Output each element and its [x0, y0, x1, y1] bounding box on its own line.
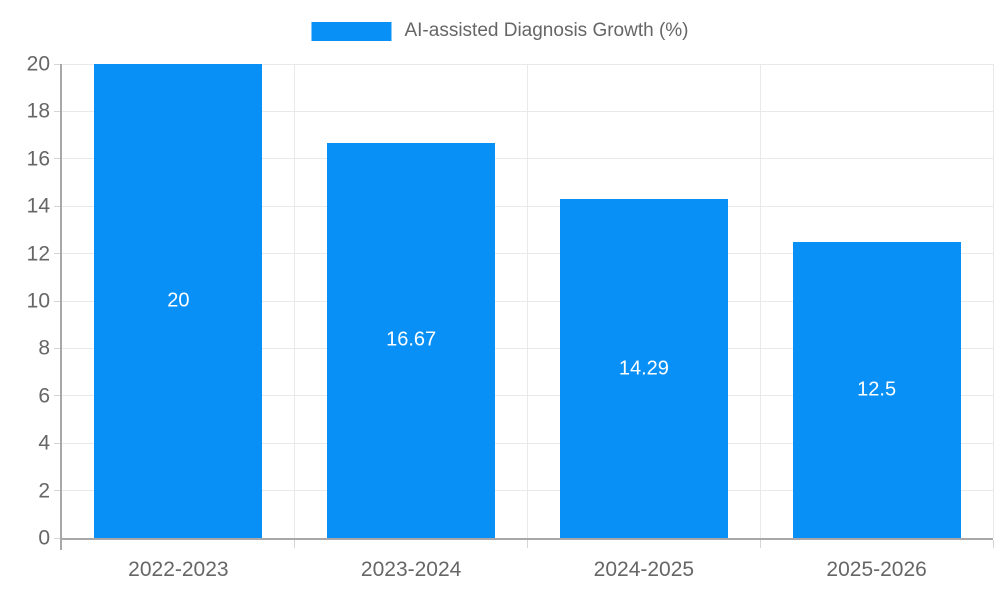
x-gridline [527, 64, 528, 538]
y-tick-label: 0 [38, 526, 50, 550]
y-axis-extension [60, 540, 62, 550]
x-tick-label: 2024-2025 [593, 558, 695, 581]
y-tick-label: 2 [38, 479, 50, 503]
x-tick [294, 540, 296, 548]
y-tick [54, 537, 60, 539]
y-tick-label: 6 [38, 384, 50, 408]
y-tick-label: 20 [26, 52, 50, 76]
y-tick [54, 158, 60, 160]
x-tick-label: 2025-2026 [826, 558, 927, 581]
y-tick-label: 12 [26, 242, 50, 266]
x-tick [759, 540, 761, 548]
legend-swatch [311, 21, 392, 41]
x-tick-label: 2022-2023 [128, 558, 229, 581]
bar-value-label: 12.5 [857, 378, 897, 401]
y-tick-label: 14 [26, 194, 50, 218]
x-tick-label: 2023-2024 [360, 558, 462, 581]
y-tick [54, 490, 60, 492]
legend-label: AI-assisted Diagnosis Growth (%) [404, 20, 689, 41]
x-tick [527, 540, 528, 548]
bar [792, 241, 961, 538]
bar-value-label: 14.29 [618, 357, 669, 380]
y-tick [54, 63, 60, 65]
plot-area: 0 2 4 6 8 10 12 14 16 18 20 20 2022-2023 16.67 2023-20… [27, 54, 994, 581]
y-tick [54, 205, 60, 207]
chart-legend[interactable]: AI-assisted Diagnosis Growth (%) [311, 20, 689, 42]
y-tick [54, 253, 60, 255]
bar-value-label: 16.67 [386, 328, 437, 351]
y-tick-label: 18 [26, 99, 50, 123]
x-tick [992, 540, 994, 548]
y-tick [54, 442, 60, 444]
y-tick [54, 300, 60, 302]
bar [559, 199, 728, 538]
bar [94, 64, 263, 538]
y-tick-label: 10 [26, 289, 50, 313]
x-gridline [759, 64, 761, 538]
y-tick [54, 347, 60, 349]
y-tick-label: 4 [38, 431, 50, 455]
bar-value-label: 20 [167, 289, 190, 312]
y-tick-label: 8 [38, 336, 50, 360]
y-tick [54, 110, 60, 112]
y-tick-label: 16 [26, 147, 50, 171]
x-gridline [294, 64, 296, 538]
y-tick [54, 395, 60, 397]
x-gridline [992, 64, 994, 538]
bar [327, 142, 496, 538]
